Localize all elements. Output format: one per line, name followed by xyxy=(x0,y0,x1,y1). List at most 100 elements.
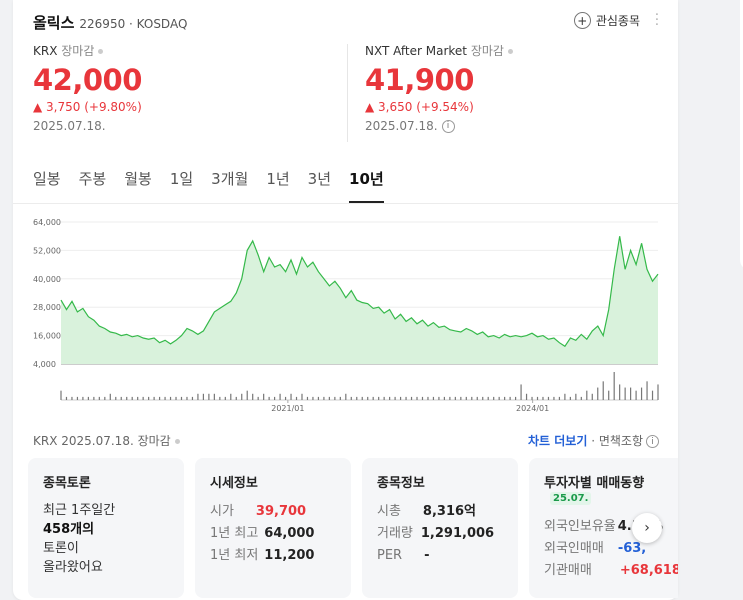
volume-bar xyxy=(142,396,144,400)
tab-5[interactable]: 1년 xyxy=(266,170,290,188)
discussion-line: 올라왔어요 xyxy=(43,560,103,575)
kv-value: 1,291,006 xyxy=(420,526,495,541)
side-card xyxy=(740,0,743,270)
volume-bar xyxy=(624,387,626,400)
volume-bar xyxy=(148,396,150,400)
kv-row: PER - xyxy=(377,545,503,567)
volume-bar xyxy=(186,396,188,400)
chevron-right-icon: › xyxy=(644,520,650,536)
volume-bar xyxy=(191,396,194,400)
krx-quote: KRX 장마감 42,000 ▲ 3,750 (+9.80%) 2025.07.… xyxy=(33,42,142,133)
volume-bar xyxy=(60,390,62,400)
volume-bar xyxy=(295,396,298,400)
volume-bar xyxy=(449,396,451,400)
volume-bar xyxy=(558,396,561,400)
volume-bar xyxy=(356,396,358,400)
volume-bar xyxy=(525,393,528,400)
investor-title: 투자자별 매매동향25.07. xyxy=(544,472,678,506)
krx-date: 2025.07.18. xyxy=(33,119,142,133)
volume-bar xyxy=(290,393,292,400)
volume-bar xyxy=(372,396,374,400)
volume-bar xyxy=(219,396,221,400)
volume-bar xyxy=(126,396,128,400)
volume-bar xyxy=(635,390,637,400)
tab-0[interactable]: 일봉 xyxy=(33,170,61,188)
tab-4[interactable]: 3개월 xyxy=(211,170,249,188)
kv-key: 시총 xyxy=(377,504,401,519)
info-icon[interactable]: i xyxy=(441,119,455,133)
quote-info-panel[interactable]: 시세정보 시가 39,700 1년 최고 64,000 1년 최저 11,200 xyxy=(195,458,351,598)
volume-bar xyxy=(98,396,100,400)
kv-row: 1년 최고 64,000 xyxy=(210,523,336,545)
chart-meta-text: KRX 2025.07.18. 장마감 xyxy=(33,434,171,448)
volume-bar xyxy=(175,396,177,400)
kv-value: 64,000 xyxy=(264,526,315,541)
volume-bar xyxy=(460,396,462,400)
discussion-title: 종목토론 xyxy=(43,476,91,491)
stock-name[interactable]: 올릭스 xyxy=(33,14,75,32)
kv-row: 기관매매 +68,618 xyxy=(544,560,678,582)
volume-bar xyxy=(334,396,336,400)
title-row: 올릭스 226950 · KOSDAQ xyxy=(33,12,187,33)
disclaimer-link[interactable]: · 면책조항 xyxy=(587,434,643,448)
volume-bar xyxy=(71,396,73,400)
volume-bar xyxy=(399,396,402,400)
kv-value: +68,618 xyxy=(619,563,678,578)
tab-7[interactable]: 10년 xyxy=(349,168,384,203)
volume-bar xyxy=(454,396,456,400)
volume-bar xyxy=(432,396,435,400)
chart-more-link[interactable]: 차트 더보기 xyxy=(528,434,588,448)
stock-card: 올릭스 226950 · KOSDAQ + 관심종목 · · · KRX 장마감 4… xyxy=(13,0,678,600)
more-options-icon[interactable]: · · · xyxy=(654,8,660,33)
volume-bar xyxy=(591,393,593,400)
chart-meta-right: 차트 더보기 · 면책조항 i xyxy=(528,432,659,449)
discussion-panel[interactable]: 종목토론 최근 1주일간 458개의 토론이 올라왔어요 xyxy=(28,458,184,598)
price-area xyxy=(61,236,658,364)
next-panel-button[interactable]: › xyxy=(632,513,662,543)
tab-1[interactable]: 주봉 xyxy=(78,170,107,188)
volume-bar xyxy=(241,393,243,400)
discussion-line: 토론이 xyxy=(43,541,79,556)
kv-key: PER xyxy=(377,548,403,563)
tab-6[interactable]: 3년 xyxy=(307,170,332,188)
volume-bar xyxy=(180,396,183,400)
kv-value: 8,316억 xyxy=(422,504,477,519)
volume-bar xyxy=(361,396,363,400)
x-tick-label: 2021/01 xyxy=(271,404,304,413)
tabs-divider xyxy=(13,203,678,204)
tab-2[interactable]: 월봉 xyxy=(124,170,152,188)
volume-bar xyxy=(104,396,106,400)
date-badge: 25.07. xyxy=(550,492,592,505)
volume-bar xyxy=(476,396,478,400)
volume-bar xyxy=(76,396,79,400)
tab-3[interactable]: 1일 xyxy=(169,170,194,188)
stock-info-title: 종목정보 xyxy=(377,476,425,491)
krx-label: KRX xyxy=(33,44,58,58)
stock-info-panel[interactable]: 종목정보 시총 8,316억 거래량 1,291,006 PER - xyxy=(362,458,518,598)
volume-bar xyxy=(87,396,89,400)
favorite-button[interactable]: + 관심종목 xyxy=(573,12,640,29)
kv-row: 시가 39,700 xyxy=(210,501,336,523)
volume-bar xyxy=(169,396,172,400)
volume-bar xyxy=(197,393,199,400)
volume-bar xyxy=(109,393,111,400)
volume-bar xyxy=(575,393,577,400)
info-icon[interactable]: i xyxy=(646,435,659,448)
volume-bar xyxy=(213,393,215,400)
volume-bar xyxy=(564,393,566,400)
volume-bar xyxy=(493,396,495,400)
volume-bar xyxy=(284,396,287,400)
volume-bar xyxy=(224,396,226,400)
period-tabs: 일봉 주봉 월봉 1일 3개월 1년 3년 10년 xyxy=(33,168,402,203)
volume-bar xyxy=(389,396,391,400)
volume-bar xyxy=(602,381,604,400)
volume-bar xyxy=(394,396,396,400)
volume-bar xyxy=(153,396,155,400)
y-tick-label: 40,000 xyxy=(33,275,61,284)
price-chart[interactable]: 64,000 52,000 40,000 28,000 16,000 4,000 2021/… xyxy=(13,212,678,422)
volume-bar xyxy=(131,396,133,400)
volume-bar xyxy=(547,396,550,400)
kv-row: 외국인매매 -63, xyxy=(544,538,678,560)
volume-bar xyxy=(323,396,325,400)
nxt-quote: NXT After Market 장마감 41,900 ▲ 3,650 (+9.… xyxy=(365,42,513,133)
